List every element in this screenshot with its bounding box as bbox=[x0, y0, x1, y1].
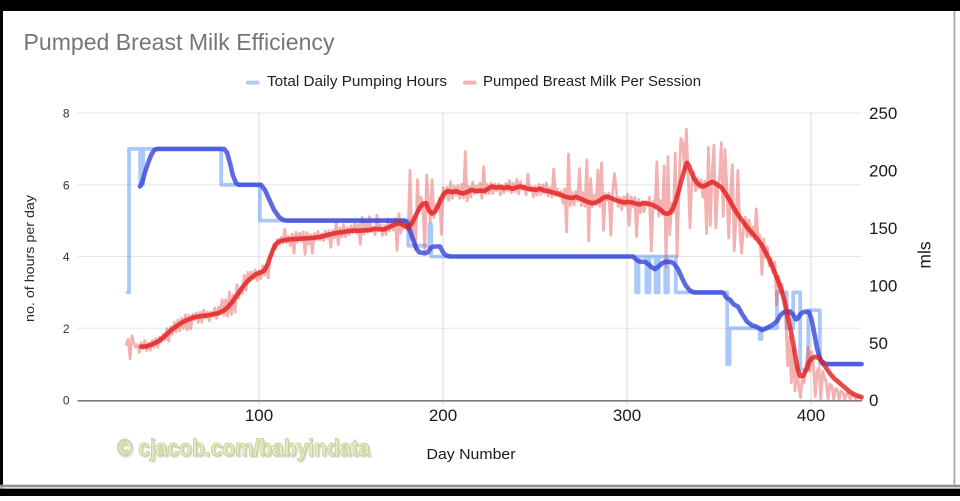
svg-text:150: 150 bbox=[869, 219, 897, 238]
svg-text:400: 400 bbox=[797, 406, 825, 425]
svg-text:© cjacob.com/babyindata: © cjacob.com/babyindata bbox=[117, 435, 371, 462]
svg-text:200: 200 bbox=[869, 162, 897, 181]
svg-text:250: 250 bbox=[869, 104, 897, 123]
svg-text:200: 200 bbox=[429, 406, 457, 425]
svg-text:50: 50 bbox=[869, 334, 888, 353]
svg-text:0: 0 bbox=[869, 391, 878, 410]
svg-text:no. of hours per day: no. of hours per day bbox=[23, 194, 37, 322]
svg-text:Day Number: Day Number bbox=[427, 447, 516, 463]
svg-text:4: 4 bbox=[63, 250, 70, 264]
svg-text:Pumped Breast Milk Efficiency: Pumped Breast Milk Efficiency bbox=[24, 29, 335, 55]
svg-text:Pumped Breast Milk Per Session: Pumped Breast Milk Per Session bbox=[483, 74, 701, 90]
svg-text:100: 100 bbox=[245, 406, 273, 425]
svg-text:0: 0 bbox=[63, 394, 70, 408]
svg-text:2: 2 bbox=[63, 322, 70, 336]
svg-text:8: 8 bbox=[63, 107, 70, 121]
svg-text:© cjacob.com/babyindata: © cjacob.com/babyindata bbox=[119, 437, 373, 464]
svg-text:Total Daily Pumping Hours: Total Daily Pumping Hours bbox=[267, 74, 447, 90]
svg-text:300: 300 bbox=[613, 406, 641, 425]
svg-text:6: 6 bbox=[63, 178, 70, 192]
svg-text:100: 100 bbox=[869, 276, 897, 295]
svg-text:mls: mls bbox=[915, 241, 935, 268]
